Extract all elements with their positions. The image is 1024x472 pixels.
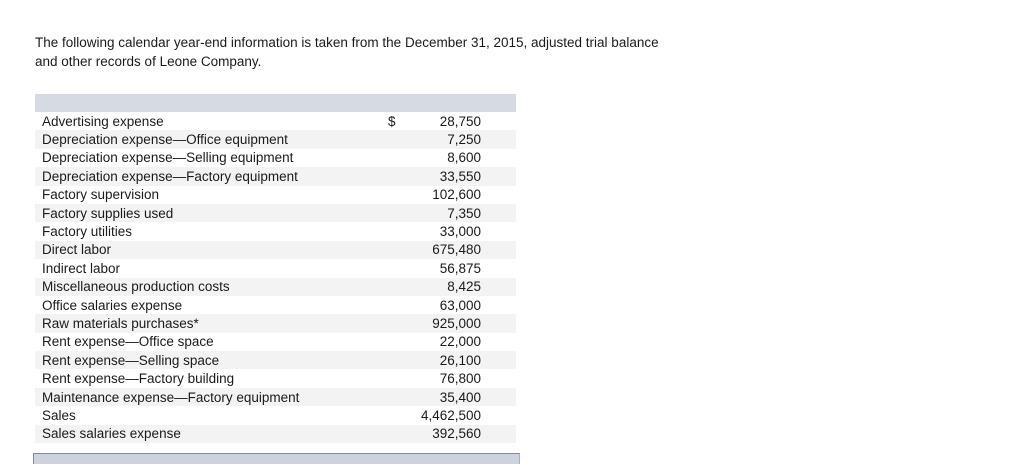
table-row: Depreciation expense—Office equipment 7,2… <box>35 130 516 149</box>
table-row: Factory supervision 102,600 <box>35 185 516 204</box>
account-label: Factory utilities <box>42 224 133 240</box>
intro-text: The following calendar year-end informat… <box>35 33 1024 71</box>
account-label: Depreciation expense—Factory equipment <box>42 168 298 184</box>
currency-symbol: $ <box>388 113 396 129</box>
amount-value: 33,000 <box>439 224 481 240</box>
account-label: Miscellaneous production costs <box>42 279 230 295</box>
table-row: Indirect labor 56,875 <box>35 259 516 278</box>
table-header-bar <box>35 94 516 112</box>
account-label: Factory supervision <box>42 187 160 203</box>
account-label: Advertising expense <box>42 113 164 129</box>
account-label: Rent expense—Factory building <box>42 371 235 387</box>
table-row: Advertising expense $28,750 <box>35 112 516 131</box>
table-footer-bar <box>33 453 520 465</box>
amount-value: 63,000 <box>439 297 481 313</box>
amount-value: 33,550 <box>439 168 481 184</box>
table-row: Sales salaries expense 392,560 <box>35 424 516 444</box>
table-row: Maintenance expense—Factory equipment 35,… <box>35 387 516 407</box>
account-label: Indirect labor <box>42 260 121 276</box>
table-row: Direct labor 675,480 <box>35 240 516 260</box>
account-label: Sales salaries expense <box>42 426 181 442</box>
amount-value: 28,750 <box>439 113 481 129</box>
amount-value: 392,560 <box>432 426 481 442</box>
amount-value: 7,250 <box>447 132 481 148</box>
amount-value: 56,875 <box>439 260 481 276</box>
intro-line-1: The following calendar year-end informat… <box>35 35 659 50</box>
amount-value: 7,350 <box>447 205 481 221</box>
page: The following calendar year-end informat… <box>35 33 1024 444</box>
amount-value: 675,480 <box>432 242 481 258</box>
account-label: Direct labor <box>42 242 112 258</box>
account-label: Factory supplies used <box>42 205 174 221</box>
trial-balance-table: Advertising expense $28,750 Depreciation e… <box>35 94 516 444</box>
amount-value: 102,600 <box>432 187 481 203</box>
table-row: Rent expense—Office space 22,000 <box>35 332 516 352</box>
account-label: Rent expense—Selling space <box>42 352 220 368</box>
table-row: Rent expense—Factory building 76,800 <box>35 369 516 388</box>
table-row: Sales 4,462,500 <box>35 406 516 425</box>
account-label: Depreciation expense—Selling equipment <box>42 150 294 166</box>
amount-value: 4,462,500 <box>420 407 481 423</box>
table-row: Depreciation expense—Factory equipment 33… <box>35 167 516 186</box>
amount-value: 8,425 <box>447 279 481 295</box>
amount-value: 8,600 <box>447 150 481 166</box>
account-label: Rent expense—Office space <box>42 334 214 350</box>
account-label: Maintenance expense—Factory equipment <box>42 389 300 405</box>
table-row: Office salaries expense 63,000 <box>35 295 516 315</box>
account-label: Sales <box>42 407 76 423</box>
amount-value: 22,000 <box>439 334 481 350</box>
table-row: Miscellaneous production costs 8,425 <box>35 277 516 296</box>
table-row: Rent expense—Selling space 26,100 <box>35 351 516 370</box>
account-label: Office salaries expense <box>42 297 183 313</box>
table-row: Raw materials purchases* 925,000 <box>35 314 516 333</box>
account-label: Raw materials purchases* <box>42 315 199 331</box>
account-label: Depreciation expense—Office equipment <box>42 132 288 148</box>
amount-value: 26,100 <box>439 352 481 368</box>
amount-value: 76,800 <box>439 371 481 387</box>
table-row: Depreciation expense—Selling equipment 8,… <box>35 148 516 168</box>
amount-value: 35,400 <box>439 389 481 405</box>
table-row: Factory supplies used 7,350 <box>35 203 516 223</box>
table-body: Advertising expense $28,750 Depreciation e… <box>35 112 516 444</box>
table-row: Factory utilities 33,000 <box>35 222 516 241</box>
intro-line-2: and other records of Leone Company. <box>35 54 262 69</box>
amount-value: 925,000 <box>432 315 481 331</box>
